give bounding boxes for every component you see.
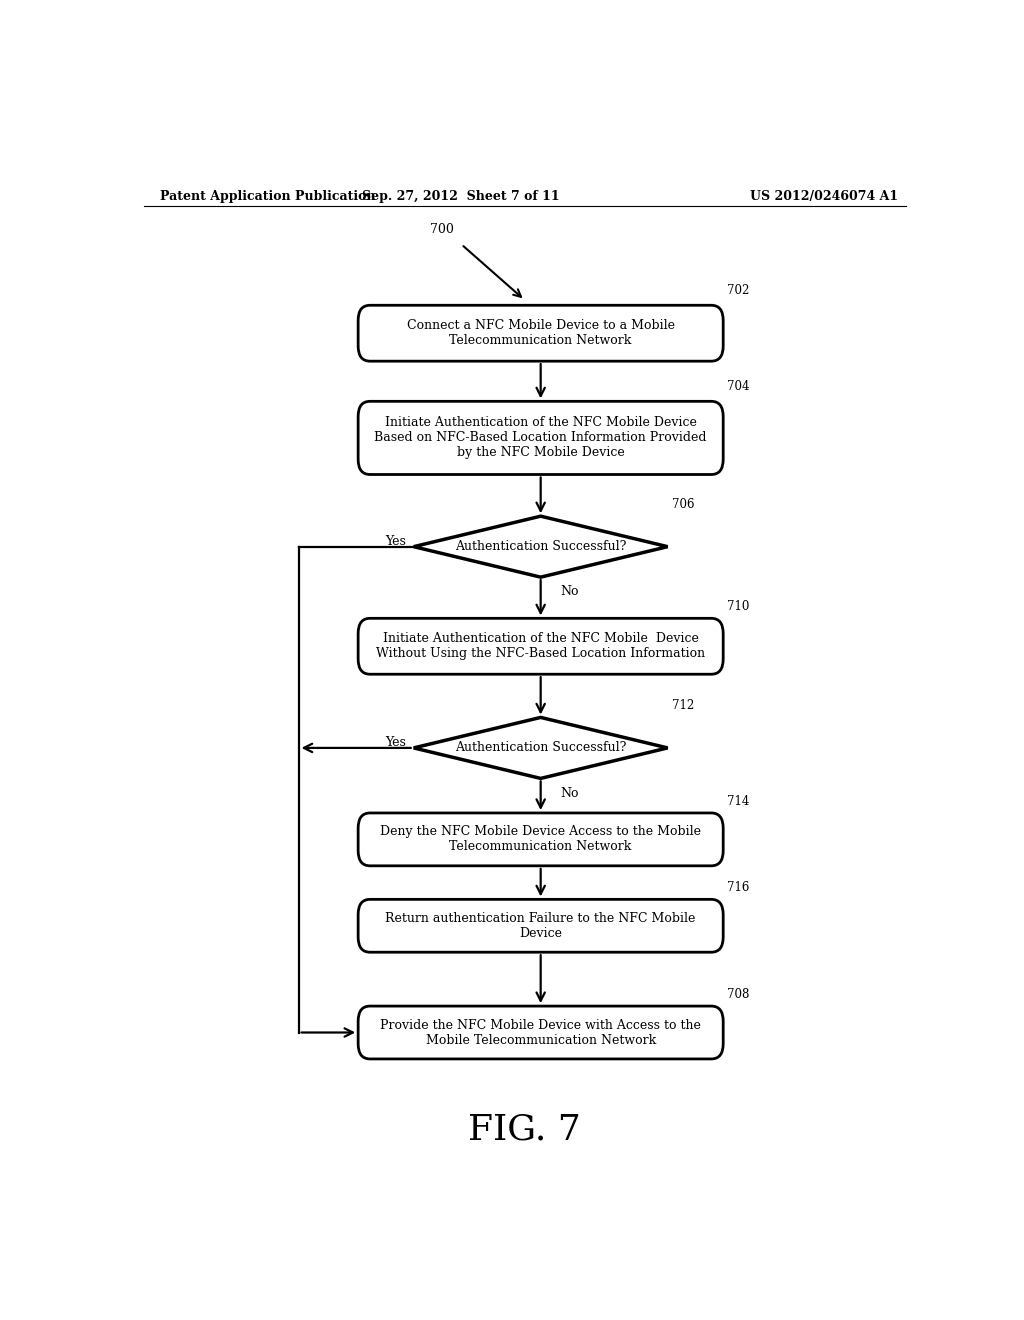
Text: No: No <box>560 787 579 800</box>
Text: Yes: Yes <box>385 535 406 548</box>
Text: Yes: Yes <box>385 737 406 750</box>
Text: 700: 700 <box>429 223 454 236</box>
Text: Initiate Authentication of the NFC Mobile  Device
Without Using the NFC-Based Lo: Initiate Authentication of the NFC Mobil… <box>376 632 706 660</box>
FancyBboxPatch shape <box>358 618 723 675</box>
Text: Sep. 27, 2012  Sheet 7 of 11: Sep. 27, 2012 Sheet 7 of 11 <box>362 190 560 202</box>
Text: Initiate Authentication of the NFC Mobile Device
Based on NFC-Based Location Inf: Initiate Authentication of the NFC Mobil… <box>375 416 707 459</box>
Text: 714: 714 <box>727 795 750 808</box>
Text: 704: 704 <box>727 380 750 393</box>
Text: Return authentication Failure to the NFC Mobile
Device: Return authentication Failure to the NFC… <box>385 912 696 940</box>
Text: Provide the NFC Mobile Device with Access to the
Mobile Telecommunication Networ: Provide the NFC Mobile Device with Acces… <box>380 1019 701 1047</box>
FancyBboxPatch shape <box>358 305 723 362</box>
Text: Patent Application Publication: Patent Application Publication <box>160 190 375 202</box>
Text: No: No <box>560 585 579 598</box>
Text: US 2012/0246074 A1: US 2012/0246074 A1 <box>750 190 898 202</box>
Text: Deny the NFC Mobile Device Access to the Mobile
Telecommunication Network: Deny the NFC Mobile Device Access to the… <box>380 825 701 854</box>
Text: 712: 712 <box>672 700 694 713</box>
Text: Connect a NFC Mobile Device to a Mobile
Telecommunication Network: Connect a NFC Mobile Device to a Mobile … <box>407 319 675 347</box>
Text: 710: 710 <box>727 601 750 614</box>
FancyBboxPatch shape <box>358 401 723 474</box>
Text: 716: 716 <box>727 882 750 894</box>
Text: Authentication Successful?: Authentication Successful? <box>455 742 627 755</box>
Text: Authentication Successful?: Authentication Successful? <box>455 540 627 553</box>
FancyBboxPatch shape <box>358 813 723 866</box>
FancyBboxPatch shape <box>358 899 723 952</box>
Text: 702: 702 <box>727 284 750 297</box>
Text: 708: 708 <box>727 987 750 1001</box>
FancyBboxPatch shape <box>358 1006 723 1059</box>
Polygon shape <box>414 516 668 577</box>
Polygon shape <box>414 718 668 779</box>
Text: FIG. 7: FIG. 7 <box>468 1111 582 1146</box>
Text: 706: 706 <box>672 498 694 511</box>
